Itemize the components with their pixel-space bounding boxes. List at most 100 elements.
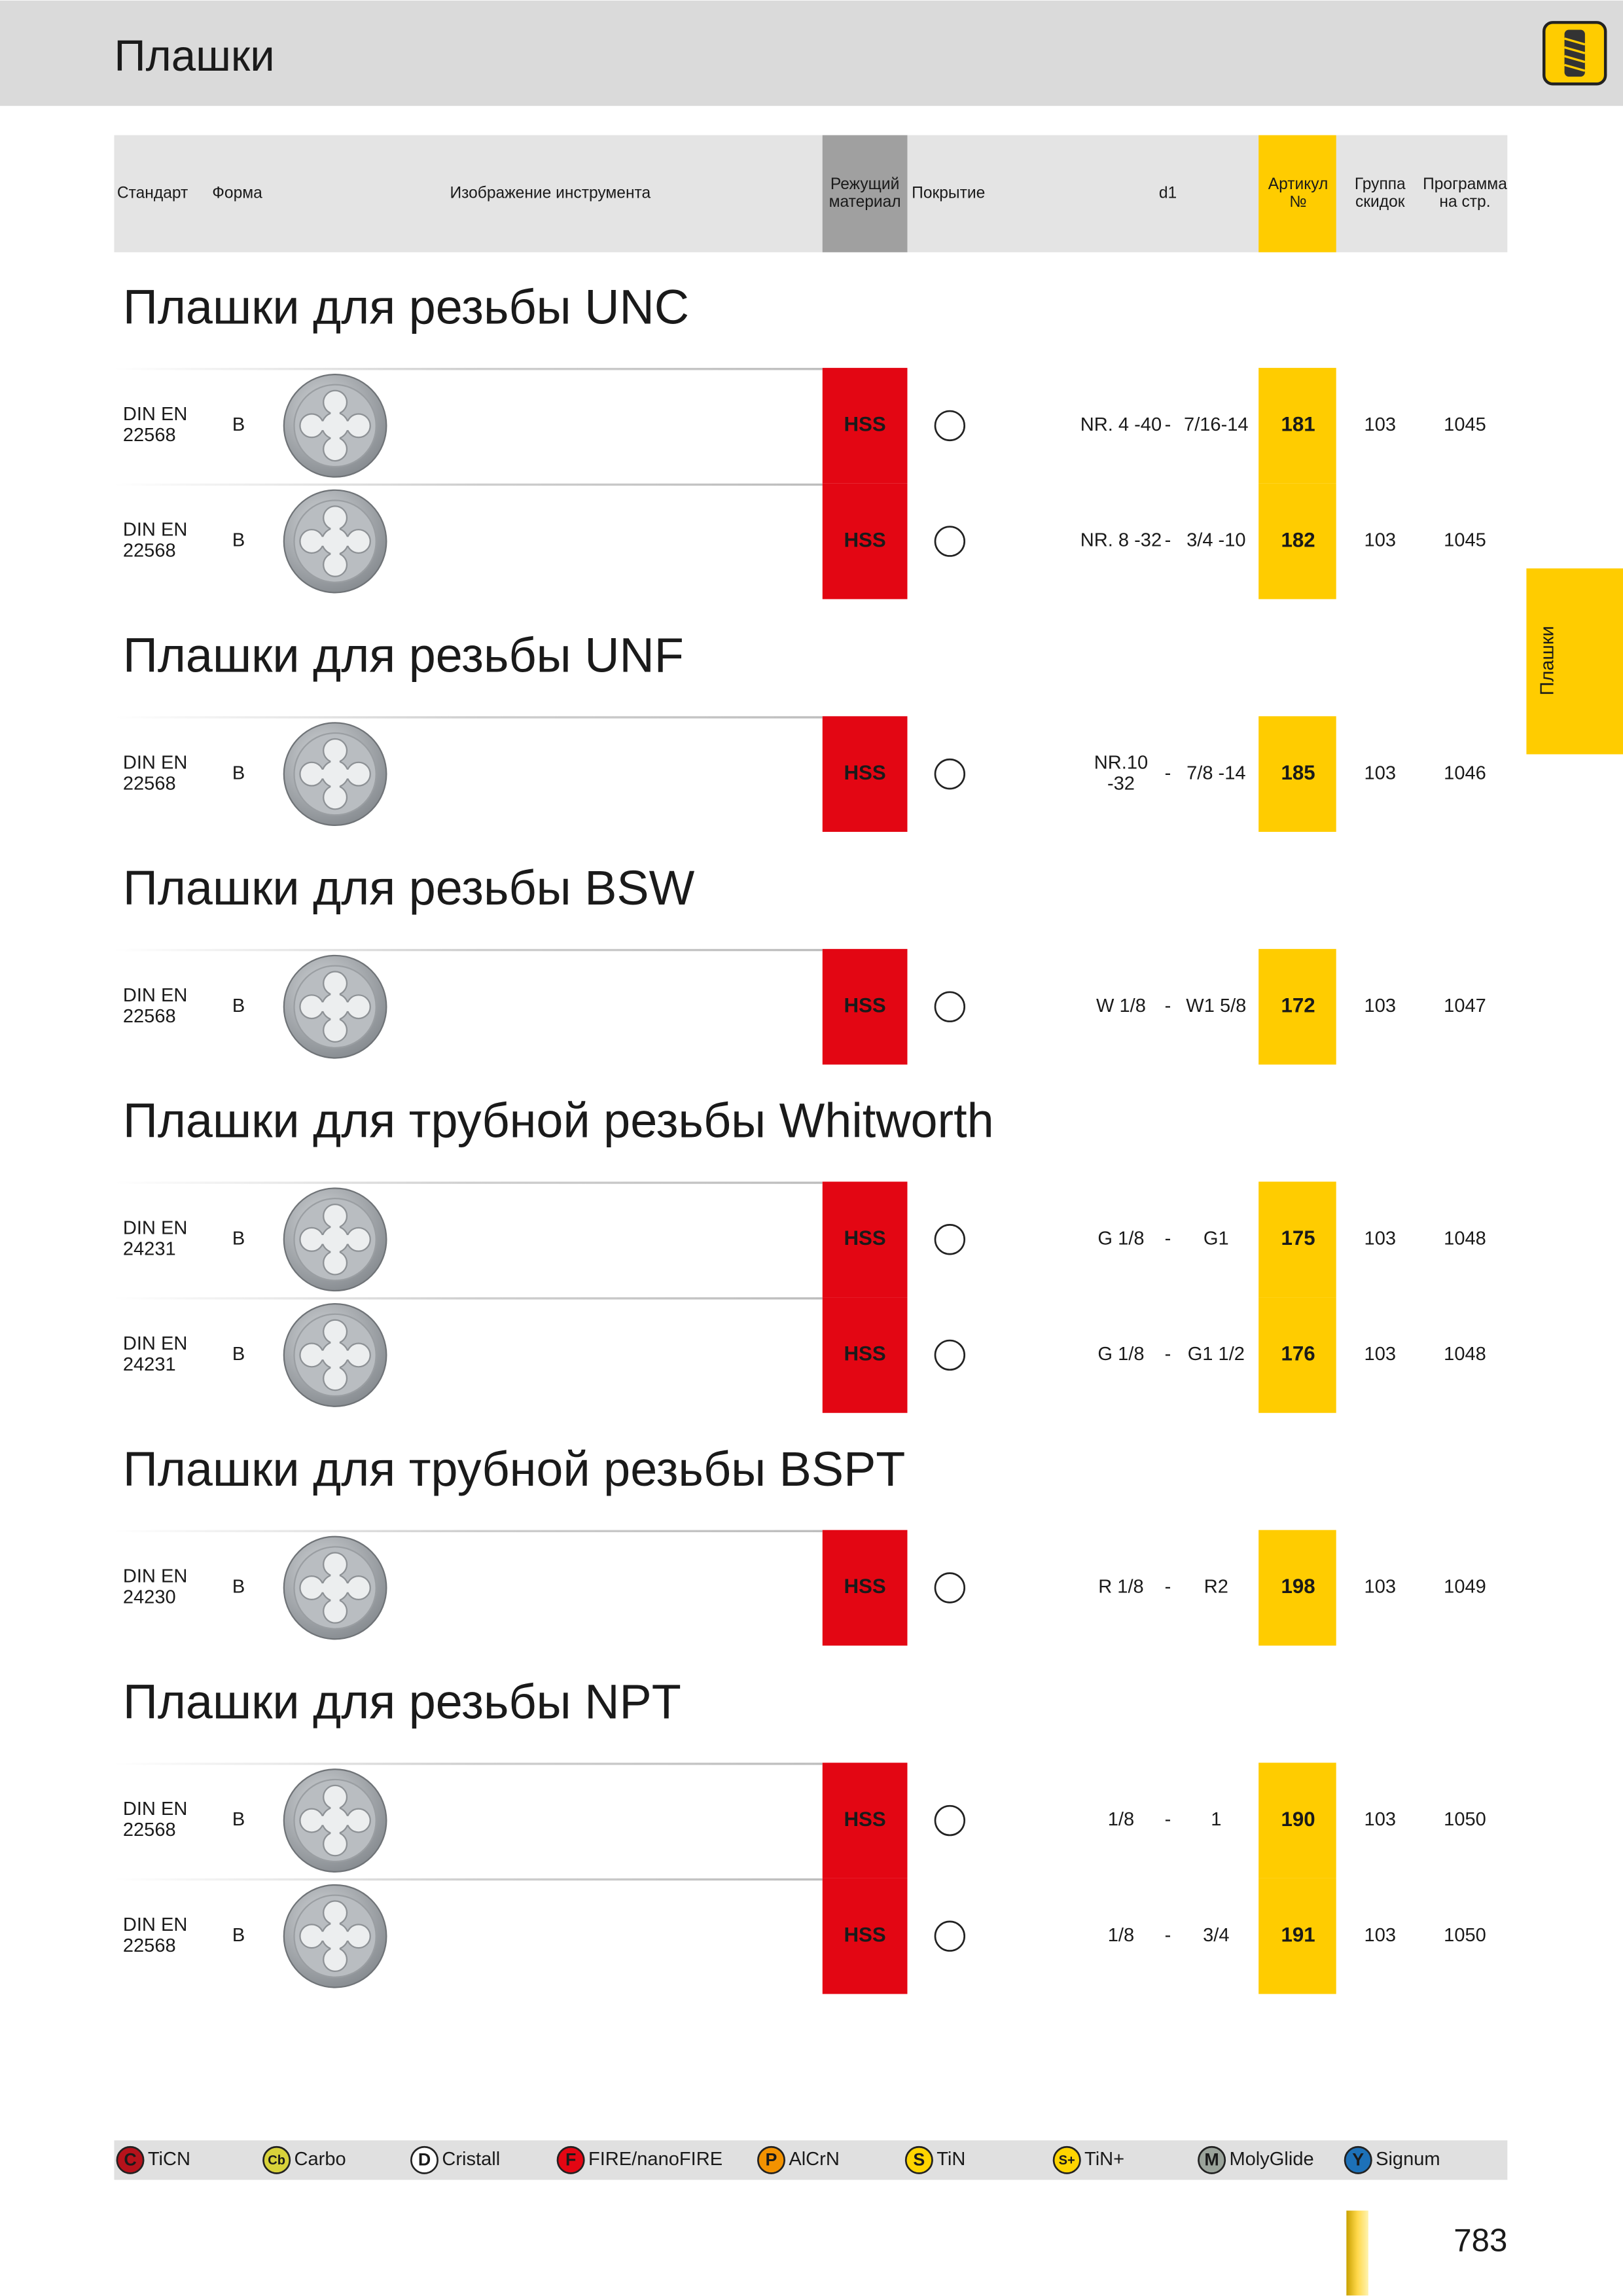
discount-group: 103: [1364, 414, 1397, 435]
d1-from: -32: [1107, 773, 1135, 794]
section-title: Плашки для резьбы BSW: [123, 861, 695, 915]
discount-group: 103: [1364, 1577, 1397, 1598]
section-title: Плашки для резьбы NPT: [123, 1675, 681, 1729]
die-image: [283, 722, 387, 827]
material-header-cell: [822, 135, 908, 253]
coating-symbol: [934, 1339, 966, 1371]
article-cell: [1258, 368, 1336, 484]
material-cell: [822, 1763, 908, 1878]
coating-badge: [410, 2145, 438, 2174]
header-form: Форма: [212, 184, 262, 202]
standard: DIN EN: [123, 1914, 187, 1935]
header-icon: [1543, 21, 1607, 86]
article-header-cell: [1258, 135, 1336, 253]
d1-separator: -: [1165, 414, 1171, 435]
die-slot: [302, 1350, 368, 1360]
legend-bar: [114, 2140, 1508, 2180]
die-image: [283, 954, 387, 1059]
coating-badge-label: D: [418, 2150, 431, 2170]
material: HSS: [844, 1575, 885, 1598]
coating-badge-label: P: [766, 2150, 777, 2170]
material: HSS: [844, 528, 885, 551]
coating-badge: [1198, 2145, 1226, 2174]
coating-symbol: [934, 1572, 966, 1604]
coating-badge: [904, 2145, 933, 2174]
die-slot: [302, 1235, 368, 1244]
coating-symbol: [934, 991, 966, 1022]
coating-symbol: [934, 1224, 966, 1255]
article: 175: [1281, 1227, 1315, 1249]
d1-to: 3/4: [1203, 1925, 1229, 1946]
article-cell: [1258, 483, 1336, 600]
material-cell: [822, 716, 908, 832]
coating-badge: [556, 2145, 585, 2174]
header-d1: d1: [1159, 184, 1177, 202]
d1-separator: -: [1165, 1925, 1171, 1946]
standard: DIN EN: [123, 520, 187, 541]
coating-name: FIRE/nanoFIRE: [588, 2149, 722, 2170]
section-title: Плашки для резьбы UNF: [123, 628, 684, 683]
standard: 24230: [123, 1587, 176, 1608]
article-cell: [1258, 1181, 1336, 1298]
article: 182: [1281, 528, 1315, 551]
standard: 22568: [123, 773, 176, 794]
catalog-page: 1048: [1444, 1344, 1486, 1365]
page-title: Плашки: [114, 31, 274, 81]
row-line: [114, 1530, 823, 1533]
material-cell: [822, 1181, 908, 1298]
article-cell: [1258, 1297, 1336, 1413]
row-line: [114, 1878, 823, 1881]
article: 185: [1281, 761, 1315, 784]
d1-separator: -: [1165, 1228, 1171, 1249]
d1-to: 7/8 -14: [1186, 762, 1245, 783]
material-cell: [822, 368, 908, 484]
form: B: [232, 762, 245, 783]
discount-group: 103: [1364, 1925, 1397, 1946]
material: HSS: [844, 1227, 885, 1249]
d1-from: NR. 4 -40: [1080, 414, 1162, 435]
article-cell: [1258, 1530, 1336, 1646]
material-cell: [822, 1530, 908, 1646]
form: B: [232, 1577, 245, 1598]
coating-badge-label: S: [913, 2150, 925, 2170]
article-cell: [1258, 1878, 1336, 1994]
d1-to: 3/4 -10: [1186, 530, 1245, 551]
article: 172: [1281, 994, 1315, 1016]
d1-from: 1/8: [1108, 1925, 1134, 1946]
coating-badge-label: Y: [1352, 2150, 1364, 2170]
coating-badge: [116, 2145, 145, 2174]
article-cell: [1258, 1763, 1336, 1878]
header-image: Изображение инструмента: [450, 184, 651, 202]
article: 198: [1281, 1575, 1315, 1598]
discount-group: 103: [1364, 762, 1397, 783]
die-image: [283, 1884, 387, 1988]
header-material: Режущий: [830, 175, 899, 193]
d1-to: G1: [1204, 1228, 1229, 1249]
d1-to: 1: [1211, 1809, 1221, 1830]
discount-group: 103: [1364, 1228, 1397, 1249]
row-line: [114, 716, 823, 719]
d1-separator: -: [1165, 1344, 1171, 1365]
die-image: [283, 1187, 387, 1292]
material-cell: [822, 1297, 908, 1413]
material-cell: [822, 948, 908, 1065]
d1-from: NR. 8 -32: [1080, 530, 1162, 551]
die-slot: [302, 769, 368, 779]
header-group: Группа: [1355, 175, 1406, 193]
die-slot: [302, 1583, 368, 1592]
row-line: [114, 1297, 823, 1300]
coating-badge-label: F: [565, 2150, 576, 2170]
standard: 22568: [123, 541, 176, 562]
d1-to: R2: [1204, 1577, 1228, 1598]
die-slot: [302, 1931, 368, 1941]
coating-name: MolyGlide: [1229, 2149, 1313, 2170]
header-coating: Покрытие: [912, 184, 985, 202]
header-page: Программа: [1423, 175, 1507, 193]
discount-group: 103: [1364, 996, 1397, 1016]
die-slot: [302, 537, 368, 546]
coating-badge: [1052, 2145, 1081, 2174]
coating-name: Carbo: [294, 2149, 346, 2170]
side-tab-label: Плашки: [1537, 626, 1558, 695]
material: HSS: [844, 1342, 885, 1365]
